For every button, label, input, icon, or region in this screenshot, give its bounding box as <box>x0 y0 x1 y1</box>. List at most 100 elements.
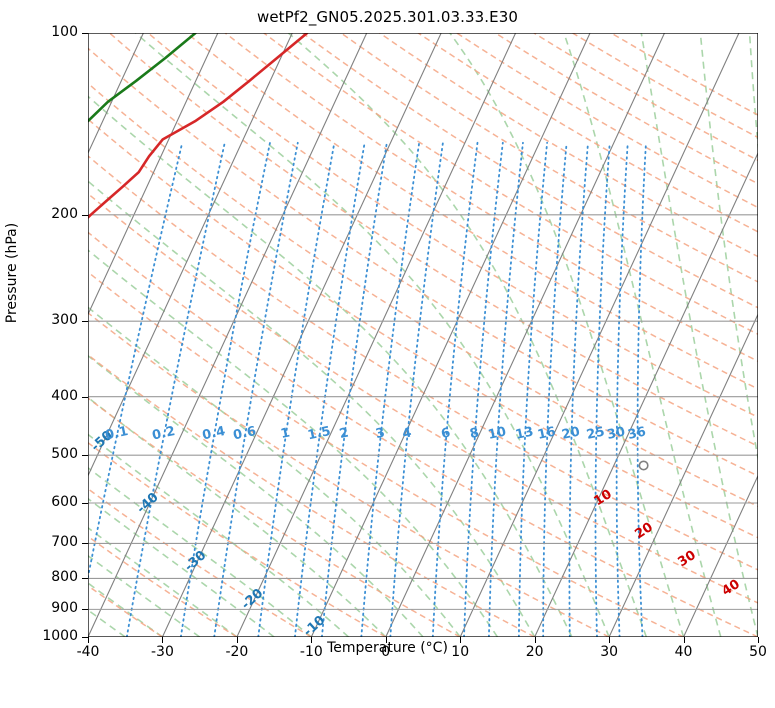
moist-adiabat-lines <box>88 33 758 637</box>
moist-adiabat-line <box>88 180 536 637</box>
isotherm-line <box>385 33 665 637</box>
mixing-ratio-label: 30 <box>606 425 627 443</box>
y-tick-mark <box>82 321 88 323</box>
parcel-marker-circle <box>638 460 649 471</box>
mixing-ratio-label: 13 <box>514 425 535 443</box>
mixing-ratio-label: 36 <box>626 425 647 443</box>
isotherm-line <box>88 33 368 637</box>
dry-adiabat-line <box>88 118 758 539</box>
y-tick-label: 900 <box>51 600 78 617</box>
x-tick-label: 30 <box>600 644 619 660</box>
x-tick-label: 10 <box>451 644 470 660</box>
mixing-ratio-label: 3 <box>374 425 386 442</box>
y-tick-mark <box>82 214 88 216</box>
y-tick-label: 200 <box>51 205 78 222</box>
dry-adiabat-line <box>88 311 610 637</box>
moist-adiabat-line <box>88 249 499 637</box>
y-tick-mark <box>82 609 88 611</box>
y-tick-mark <box>82 396 88 398</box>
moist-adiabat-line <box>88 354 424 637</box>
y-tick-mark <box>82 33 88 34</box>
mixing-ratio-line <box>257 141 336 637</box>
isotherm-line <box>608 313 758 637</box>
x-tick-mark <box>758 637 759 643</box>
dry-adiabat-line <box>186 33 758 390</box>
mixing-ratio-line <box>542 141 568 637</box>
moist-adiabat-line <box>135 33 610 637</box>
y-tick-mark <box>82 543 88 545</box>
dry-adiabat-lines <box>88 33 758 637</box>
x-tick-mark <box>385 637 387 643</box>
x-tick-label: 20 <box>525 644 544 660</box>
dry-adiabat-line <box>88 353 536 637</box>
mixing-ratio-label: 0.2 <box>151 424 177 443</box>
isotherm-line <box>236 33 517 637</box>
mixing-ratio-label: 25 <box>585 425 606 443</box>
mixing-ratio-label: 6 <box>440 425 452 442</box>
mixing-ratio-label: 1.5 <box>306 424 332 443</box>
y-tick-label: 400 <box>51 387 78 404</box>
isotherm-lines <box>88 33 758 637</box>
dry-adiabat-line <box>88 271 684 637</box>
x-tick-label: -40 <box>76 644 100 660</box>
y-tick-mark <box>82 578 88 580</box>
x-tick-label: -20 <box>225 644 249 660</box>
dry-adiabat-line <box>88 192 758 604</box>
dry-adiabat-line <box>88 82 758 508</box>
mixing-ratio-line <box>213 141 299 637</box>
y-tick-label: 300 <box>51 312 78 329</box>
dry-adiabat-line <box>88 397 461 637</box>
mixing-ratio-line <box>294 141 366 637</box>
x-tick-label: -10 <box>299 644 323 660</box>
plot-background <box>88 33 758 637</box>
moist-adiabat-line <box>640 33 758 637</box>
isotherm-line <box>534 151 758 637</box>
x-tick-mark <box>534 637 536 643</box>
mixing-ratio-line <box>636 141 647 637</box>
isotherm-line <box>88 33 144 155</box>
isotherm-line <box>161 33 442 637</box>
moist-adiabat-line <box>88 396 387 637</box>
x-tick-mark <box>236 637 238 643</box>
mixing-ratio-label: 1 <box>279 425 291 442</box>
mixing-ratio-label: 4 <box>401 425 413 442</box>
mixing-ratio-label: 20 <box>560 425 581 443</box>
x-tick-label: 40 <box>674 644 693 660</box>
mixing-ratio-line <box>568 141 589 637</box>
dry-adiabat-line <box>88 584 163 637</box>
y-tick-label: 500 <box>51 446 78 463</box>
mixing-ratio-line <box>615 141 629 637</box>
dry-adiabat-line <box>88 231 758 637</box>
mixing-ratio-label: 0.1 <box>104 424 130 443</box>
y-tick-mark <box>82 455 88 457</box>
mixing-ratio-label: 2 <box>338 425 350 442</box>
y-tick-label: 800 <box>51 569 78 586</box>
mixing-ratio-label: 0.6 <box>232 424 258 443</box>
mixing-ratio-line <box>389 141 444 637</box>
pressure-gridlines <box>88 33 758 637</box>
x-tick-mark <box>609 637 611 643</box>
y-tick-mark <box>82 503 88 504</box>
mixing-ratio-line <box>594 141 611 637</box>
profile-line-temperature <box>88 33 309 220</box>
y-tick-label: 600 <box>51 494 78 510</box>
dry-adiabat-line <box>224 33 758 363</box>
x-tick-mark <box>683 637 685 643</box>
dry-adiabat-line <box>88 47 758 477</box>
y-tick-label: 700 <box>51 534 78 551</box>
x-tick-label: 50 <box>749 644 767 660</box>
isotherm-line <box>683 474 758 637</box>
x-tick-mark <box>162 637 164 643</box>
mixing-ratio-line <box>488 141 524 637</box>
mixing-ratio-label: 8 <box>468 425 480 442</box>
moist-adiabat-line <box>88 433 350 637</box>
mixing-ratio-line <box>179 141 271 637</box>
mixing-ratio-line <box>125 141 226 637</box>
skewt-svg: -100-90-80-70-60-50-40-30-20-100.10.20.4… <box>88 33 758 637</box>
x-axis-label: Temperature (°C) <box>327 640 448 656</box>
moist-adiabat-line <box>563 33 722 637</box>
mixing-ratio-line <box>517 141 549 637</box>
dry-adiabat-line <box>88 155 758 571</box>
moist-adiabat-line <box>88 554 201 637</box>
